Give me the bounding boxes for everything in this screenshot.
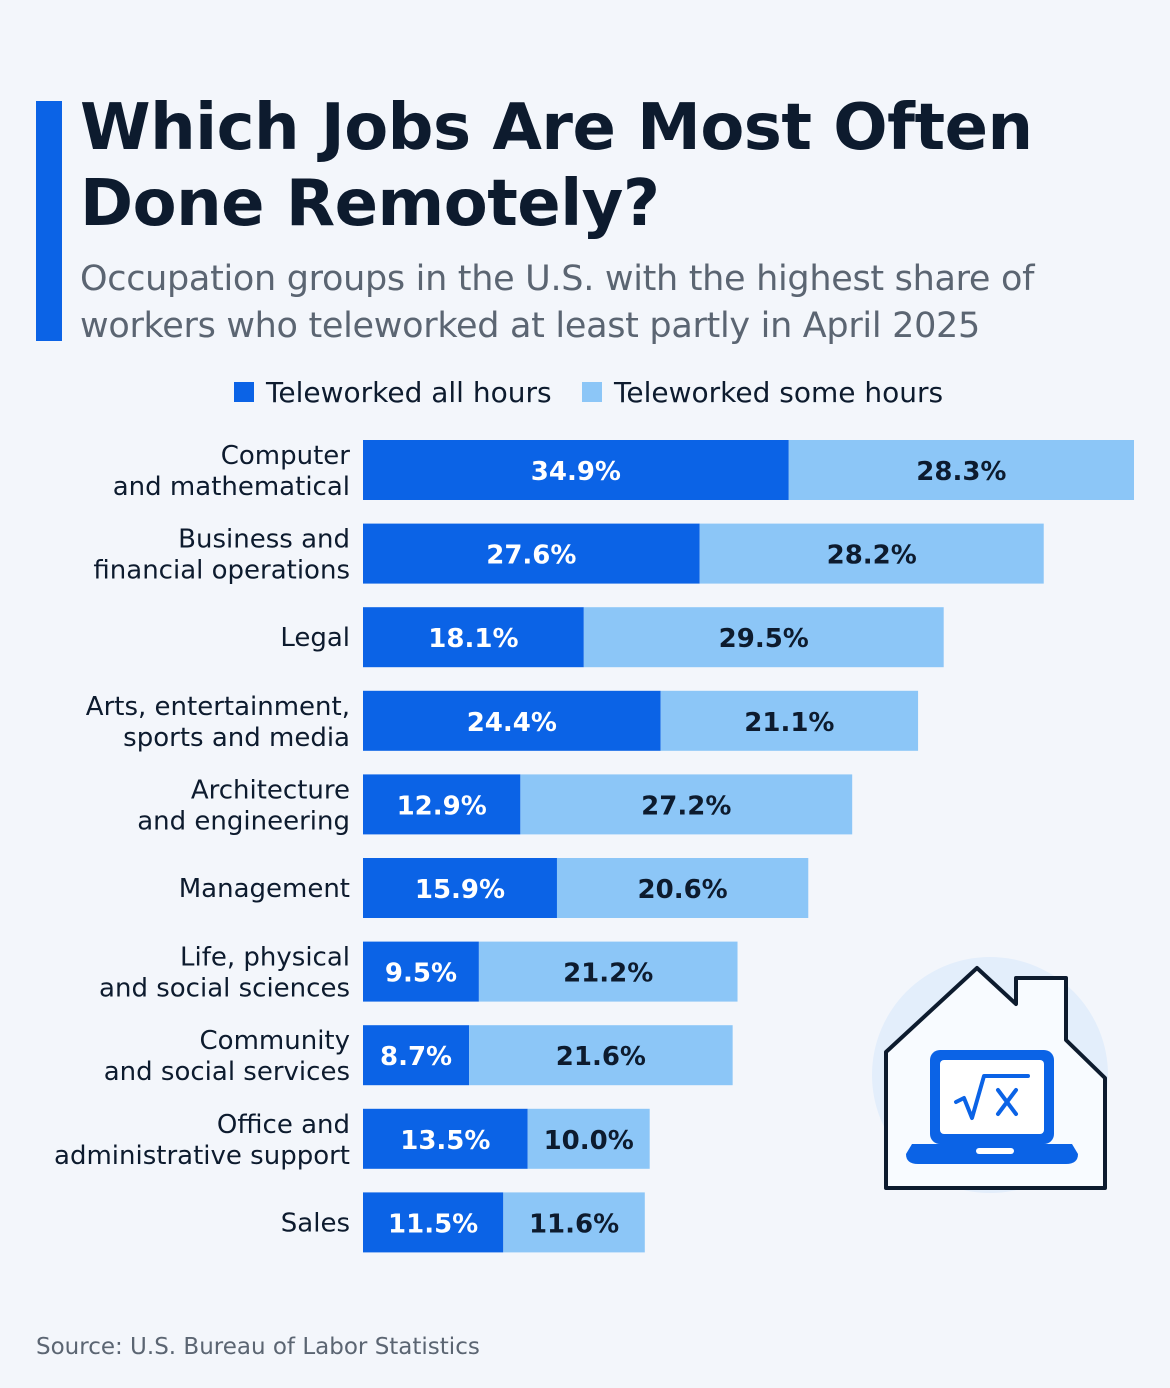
bar-all-hours <box>363 941 479 1002</box>
data-label-some-hours: 28.3% <box>916 457 1006 487</box>
data-label-all-hours: 15.9% <box>415 875 505 905</box>
category-label: Legal <box>280 623 350 653</box>
bar-some-hours <box>503 1192 645 1253</box>
category-label: Office and administrative support <box>54 1110 350 1171</box>
bar-some-hours <box>478 941 738 1002</box>
data-label-some-hours: 10.0% <box>544 1126 634 1156</box>
data-label-all-hours: 11.5% <box>388 1209 478 1239</box>
data-label-all-hours: 24.4% <box>467 708 557 738</box>
bar-some-hours <box>660 690 919 751</box>
data-label-some-hours: 28.2% <box>827 541 917 571</box>
bar-all-hours <box>363 1192 504 1253</box>
category-label: Computer and mathematical <box>113 441 351 502</box>
data-label-some-hours: 21.2% <box>563 959 653 989</box>
legend-item-some-hours: Teleworked some hours <box>582 374 943 410</box>
legend-swatch-all-hours <box>234 382 254 402</box>
category-label: Architecture and engineering <box>137 775 350 836</box>
bar-some-hours <box>556 858 809 918</box>
data-label-all-hours: 12.9% <box>397 791 487 821</box>
category-label: Community and social services <box>104 1026 350 1087</box>
bar-some-hours <box>788 440 1134 500</box>
data-label-all-hours: 18.1% <box>428 624 518 654</box>
bar-all-hours <box>363 774 521 835</box>
bar-all-hours <box>363 440 789 500</box>
bar-all-hours <box>363 1025 470 1086</box>
bar-all-hours <box>363 1108 528 1169</box>
data-label-some-hours: 29.5% <box>719 624 809 654</box>
data-label-some-hours: 27.2% <box>641 791 731 821</box>
legend-swatch-some-hours <box>582 382 602 402</box>
data-label-some-hours: 20.6% <box>638 875 728 905</box>
bar-some-hours <box>583 607 944 668</box>
data-label-some-hours: 11.6% <box>529 1209 619 1239</box>
data-label-all-hours: 27.6% <box>486 541 576 571</box>
category-label: Management <box>179 874 350 904</box>
bar-all-hours <box>363 690 661 751</box>
category-label: Arts, entertainment, sports and media <box>86 692 350 753</box>
category-label: Sales <box>281 1208 350 1238</box>
chart-title: Which Jobs Are Most Often Done Remotely? <box>80 91 1033 241</box>
data-label-all-hours: 9.5% <box>385 959 457 989</box>
data-label-some-hours: 21.6% <box>556 1042 646 1072</box>
stacked-bar-chart: Computer and mathematical 34.9% 28.3% Busine… <box>54 440 1134 1253</box>
category-label: Life, physical and social sciences <box>99 943 350 1004</box>
category-label: Business and financial operations <box>93 525 350 586</box>
legend-label-all-hours: Teleworked all hours <box>266 375 552 409</box>
accent-bar <box>36 101 62 341</box>
data-label-all-hours: 8.7% <box>380 1042 452 1072</box>
bar-some-hours <box>527 1108 650 1169</box>
legend: Teleworked all hours Teleworked some hou… <box>0 374 1170 410</box>
legend-item-all-hours: Teleworked all hours <box>234 374 552 410</box>
bar-some-hours <box>699 523 1044 584</box>
bar-all-hours <box>363 858 557 918</box>
bar-some-hours <box>520 774 853 835</box>
data-label-all-hours: 34.9% <box>531 457 621 487</box>
source-note: Source: U.S. Bureau of Labor Statistics <box>36 1334 480 1360</box>
bar-all-hours <box>363 523 700 584</box>
data-label-some-hours: 21.1% <box>744 708 834 738</box>
bar-some-hours <box>469 1025 733 1086</box>
legend-label-some-hours: Teleworked some hours <box>614 375 944 409</box>
house-laptop-icon <box>872 957 1108 1193</box>
chart-subtitle: Occupation groups in the U.S. with the h… <box>80 259 1035 346</box>
data-label-all-hours: 13.5% <box>400 1126 490 1156</box>
bar-all-hours <box>363 607 584 668</box>
